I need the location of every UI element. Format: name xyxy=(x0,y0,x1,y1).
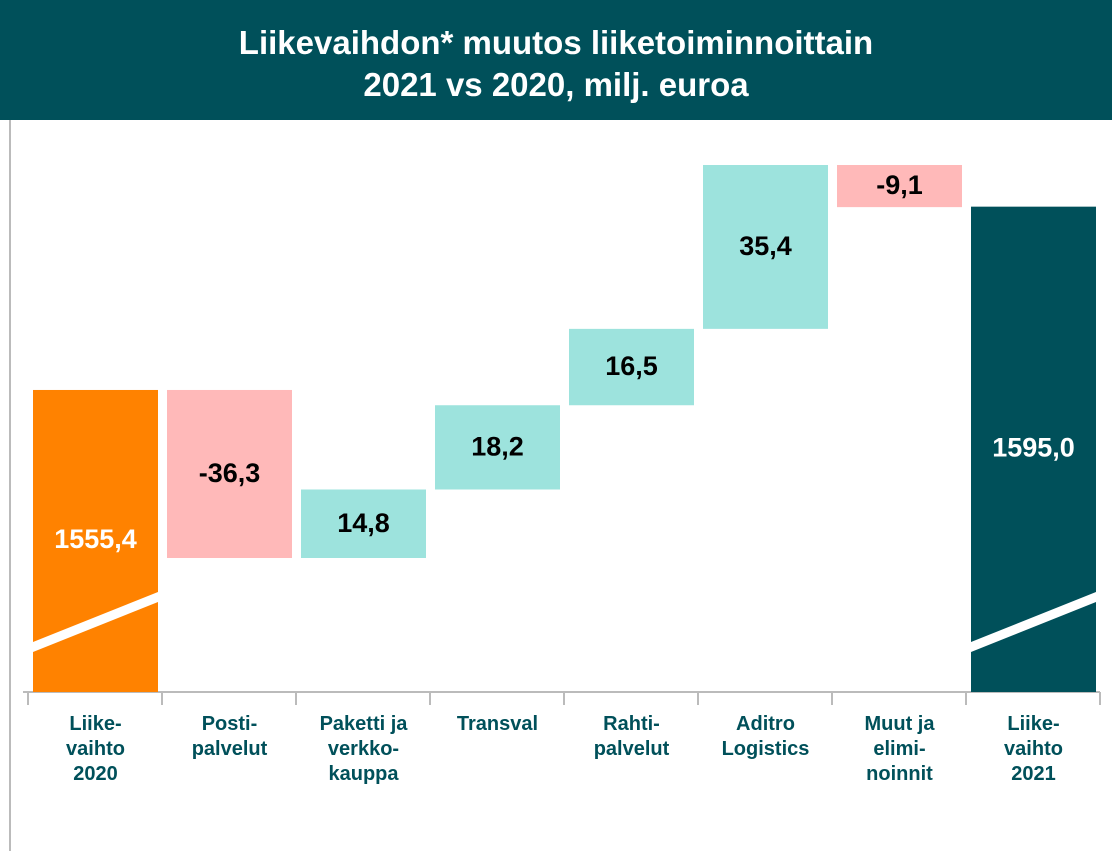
x-tick-label: Paketti ja verkko- kauppa xyxy=(319,713,408,785)
value-label: -9,1 xyxy=(876,170,923,200)
value-label: 1555,4 xyxy=(54,524,137,554)
value-label: 35,4 xyxy=(739,231,792,261)
frame-line xyxy=(9,120,11,851)
delta-bar xyxy=(435,405,560,490)
value-label: 1595,0 xyxy=(992,432,1075,462)
delta-bar xyxy=(703,165,828,329)
delta-bar xyxy=(569,328,694,406)
value-label: 14,8 xyxy=(337,508,390,538)
x-tick-label: Muut ja elimi- noinnit xyxy=(864,713,935,785)
x-tick-label: Liike- vaihto 2020 xyxy=(66,713,125,785)
delta-bar xyxy=(301,489,426,558)
value-label: 16,5 xyxy=(605,351,658,381)
delta-bar xyxy=(167,389,292,558)
delta-bar xyxy=(837,165,962,208)
value-label: 18,2 xyxy=(471,431,524,461)
x-tick-label: Liike- vaihto 2021 xyxy=(1004,713,1063,785)
x-tick-label: Transval xyxy=(456,713,539,735)
total-bar xyxy=(971,206,1096,693)
x-tick-label: Aditro Logistics xyxy=(721,713,810,760)
value-label: -36,3 xyxy=(199,458,261,488)
x-tick-label: Posti- palvelut xyxy=(191,713,268,760)
chart-title: Liikevaihdon* muutos liiketoiminnoittain… xyxy=(238,24,874,103)
header xyxy=(0,0,1112,120)
axis-break xyxy=(33,592,158,652)
x-tick-label: Rahti- palvelut xyxy=(593,713,670,760)
axis-break xyxy=(971,592,1096,652)
